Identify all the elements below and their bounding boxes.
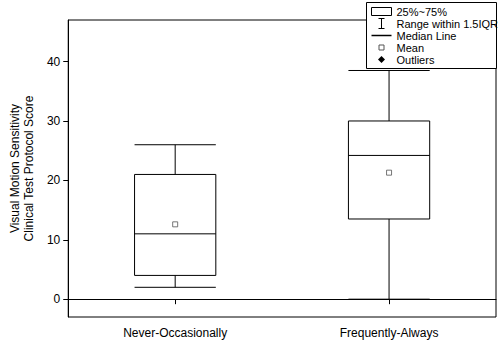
svg-text:20: 20: [47, 173, 61, 187]
svg-text:40: 40: [47, 55, 61, 69]
svg-text:Range within 1.5IQR: Range within 1.5IQR: [397, 18, 499, 30]
svg-text:Median Line: Median Line: [397, 30, 457, 42]
svg-text:Visual Motion Sensitivity: Visual Motion Sensitivity: [8, 104, 22, 233]
svg-text:25%~75%: 25%~75%: [397, 6, 448, 18]
svg-text:Clinical Test Protocol Score: Clinical Test Protocol Score: [22, 95, 36, 241]
svg-text:30: 30: [47, 114, 61, 128]
svg-text:Mean: Mean: [397, 42, 425, 54]
svg-text:Frequently-Always: Frequently-Always: [340, 326, 439, 340]
svg-text:Never-Occasionally: Never-Occasionally: [123, 326, 227, 340]
svg-text:10: 10: [47, 233, 61, 247]
svg-text:Outliers: Outliers: [397, 54, 435, 66]
svg-text:0: 0: [54, 292, 61, 306]
